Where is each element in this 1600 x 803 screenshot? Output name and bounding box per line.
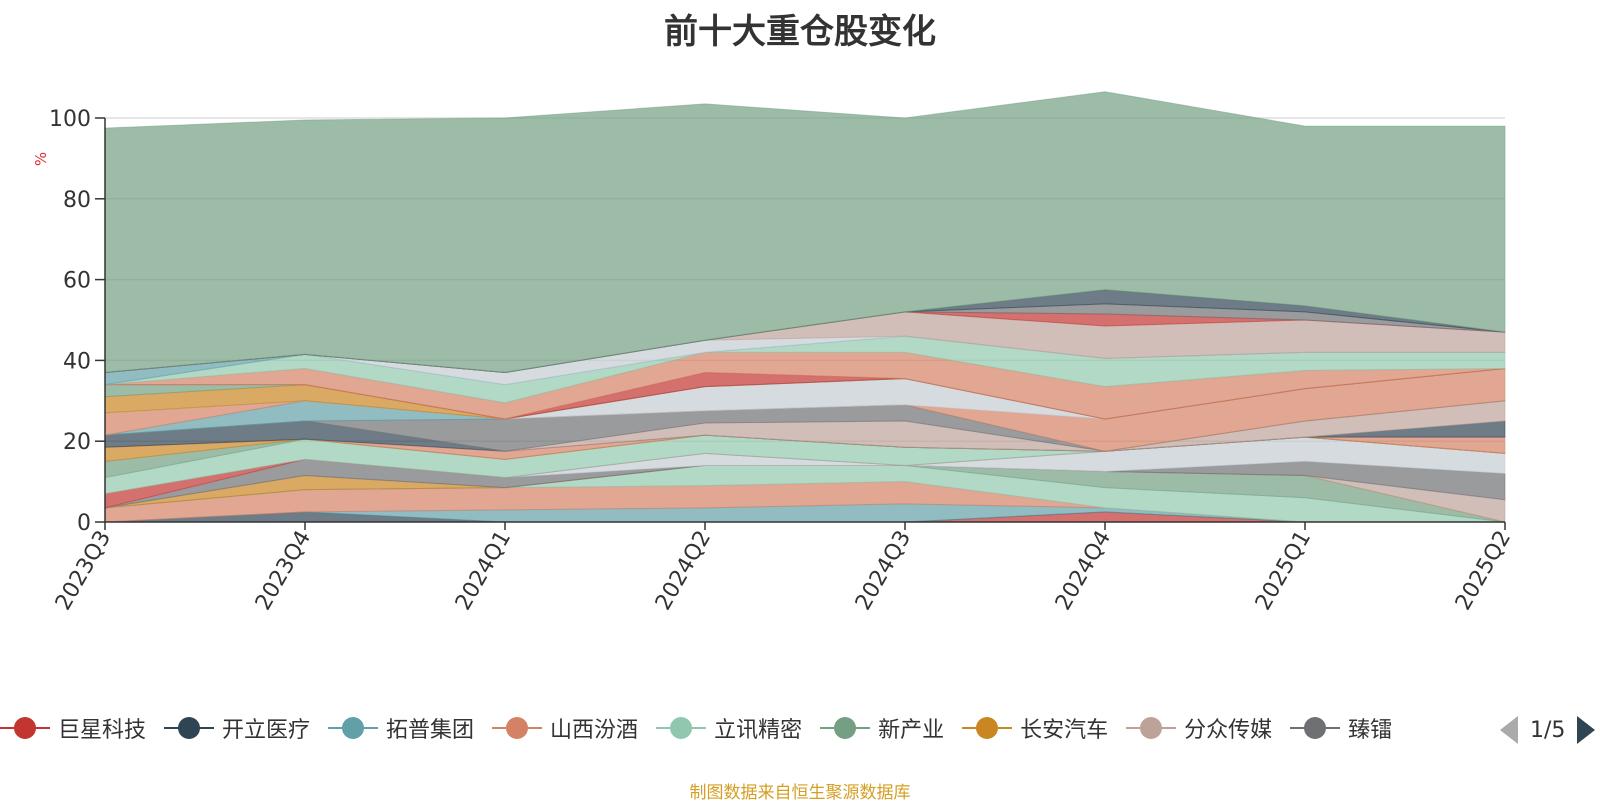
legend-label: 立讯精密 xyxy=(714,718,803,743)
x-tick-label: 2023Q4 xyxy=(251,527,316,615)
legend-label: 山西汾酒 xyxy=(550,718,639,743)
x-tick-label: 2024Q2 xyxy=(651,527,716,615)
x-tick-label: 2024Q1 xyxy=(451,527,516,615)
legend-next-icon[interactable] xyxy=(1577,716,1596,744)
x-tick-label: 2024Q3 xyxy=(851,527,916,615)
legend-label: 开立医疗 xyxy=(222,718,311,743)
legend-label: 分众传媒 xyxy=(1184,718,1273,743)
legend-marker-icon xyxy=(820,717,871,739)
legend-item[interactable]: 山西汾酒 xyxy=(492,712,638,744)
y-tick-label: 20 xyxy=(63,430,91,455)
legend-label: 新产业 xyxy=(878,718,945,743)
legend-item[interactable]: 巨星科技 xyxy=(0,712,146,744)
y-tick-label: 60 xyxy=(63,269,91,294)
legend-item[interactable]: 立讯精密 xyxy=(656,712,802,744)
legend-item[interactable]: 长安汽车 xyxy=(962,712,1108,744)
legend-item[interactable]: 开立医疗 xyxy=(164,712,310,744)
legend-label: 臻镭 xyxy=(1348,718,1393,743)
area-series xyxy=(104,91,1506,523)
legend-marker-icon xyxy=(962,717,1013,739)
legend-label: 拓普集团 xyxy=(386,718,475,743)
x-tick-label: 2025Q2 xyxy=(1451,527,1516,615)
legend-marker-icon xyxy=(328,717,379,739)
chart-title: 前十大重仓股变化 xyxy=(664,12,936,52)
legend: 巨星科技 开立医疗 拓普集团 山西汾酒 立讯精密 新产业 长安汽车 分众传媒 臻镭 xyxy=(0,712,1490,746)
legend-pager: 1/5 xyxy=(1500,716,1596,744)
legend-prev-icon[interactable] xyxy=(1500,716,1518,744)
stacked-area-chart: 0 20 40 60 80 100 2023Q3 2023Q4 2024Q1 2024Q2 2024… xyxy=(49,91,1516,615)
y-tick-label: 0 xyxy=(77,511,91,536)
legend-marker-icon xyxy=(656,717,707,739)
legend-item[interactable]: 臻镭 xyxy=(1290,712,1392,744)
x-tick-label: 2023Q3 xyxy=(51,527,116,615)
y-tick-label: 100 xyxy=(49,107,91,132)
x-tick-label: 2024Q4 xyxy=(1051,527,1116,615)
legend-marker-icon xyxy=(1126,717,1177,739)
legend-page-indicator: 1/5 xyxy=(1530,717,1566,743)
legend-item[interactable]: 拓普集团 xyxy=(328,712,474,744)
source-footer: 制图数据来自恒生聚源数据库 xyxy=(689,783,911,803)
legend-item[interactable]: 分众传媒 xyxy=(1126,712,1272,744)
legend-item[interactable]: 新产业 xyxy=(820,712,944,744)
legend-label: 长安汽车 xyxy=(1020,718,1109,743)
legend-label: 巨星科技 xyxy=(58,718,147,743)
legend-marker-icon xyxy=(492,717,543,739)
legend-marker-icon xyxy=(164,717,215,739)
y-tick-label: 40 xyxy=(63,349,91,374)
y-tick-label: 80 xyxy=(63,188,91,213)
x-tick-label: 2025Q1 xyxy=(1251,527,1316,615)
area-series-32 xyxy=(104,91,1506,374)
legend-marker-icon xyxy=(1290,717,1341,739)
legend-marker-icon xyxy=(0,717,50,739)
